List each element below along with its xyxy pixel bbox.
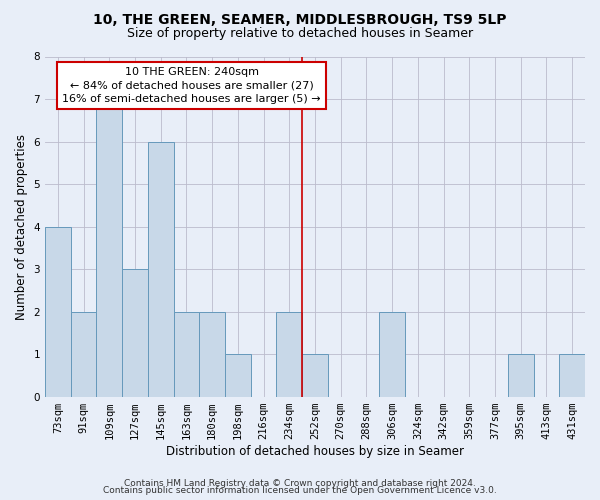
Text: Size of property relative to detached houses in Seamer: Size of property relative to detached ho… <box>127 28 473 40</box>
Bar <box>45 226 71 396</box>
Bar <box>173 312 199 396</box>
Bar <box>508 354 533 397</box>
Bar <box>302 354 328 397</box>
Bar <box>225 354 251 397</box>
Bar <box>277 312 302 396</box>
Y-axis label: Number of detached properties: Number of detached properties <box>15 134 28 320</box>
Bar <box>71 312 97 396</box>
Bar <box>559 354 585 397</box>
X-axis label: Distribution of detached houses by size in Seamer: Distribution of detached houses by size … <box>166 444 464 458</box>
Bar <box>97 99 122 396</box>
Text: Contains public sector information licensed under the Open Government Licence v3: Contains public sector information licen… <box>103 486 497 495</box>
Text: Contains HM Land Registry data © Crown copyright and database right 2024.: Contains HM Land Registry data © Crown c… <box>124 478 476 488</box>
Bar <box>199 312 225 396</box>
Text: 10 THE GREEN: 240sqm
← 84% of detached houses are smaller (27)
16% of semi-detac: 10 THE GREEN: 240sqm ← 84% of detached h… <box>62 67 321 104</box>
Bar <box>148 142 173 396</box>
Bar <box>122 269 148 396</box>
Text: 10, THE GREEN, SEAMER, MIDDLESBROUGH, TS9 5LP: 10, THE GREEN, SEAMER, MIDDLESBROUGH, TS… <box>93 12 507 26</box>
Bar <box>379 312 405 396</box>
